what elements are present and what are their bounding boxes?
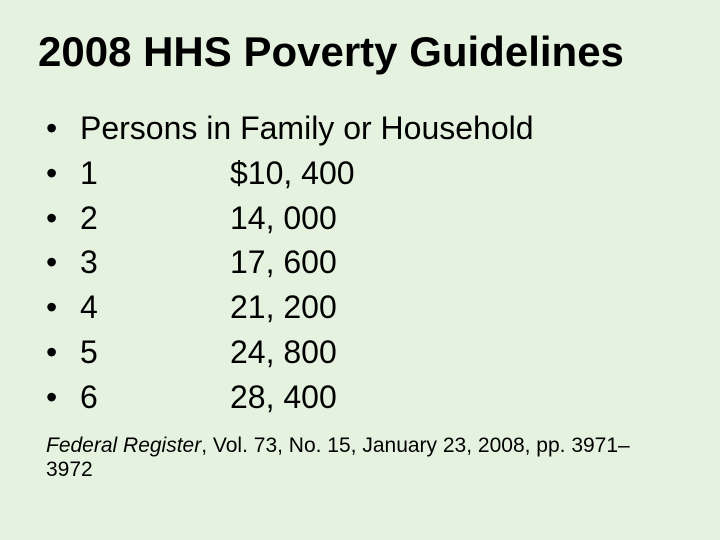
amount-value: 24, 800 (230, 330, 337, 375)
amount-value: 21, 200 (230, 285, 337, 330)
list-item: • 3 17, 600 (46, 240, 682, 285)
persons-value: 3 (80, 240, 230, 285)
list-item: • 1 $10, 400 (46, 151, 682, 196)
bullet-icon: • (46, 285, 80, 330)
persons-value: 2 (80, 196, 230, 241)
persons-value: 4 (80, 285, 230, 330)
amount-value: $10, 400 (230, 151, 355, 196)
persons-value: 1 (80, 151, 230, 196)
guidelines-list: • Persons in Family or Household • 1 $10… (38, 106, 682, 420)
bullet-icon: • (46, 106, 80, 151)
list-header: • Persons in Family or Household (46, 106, 682, 151)
amount-value: 14, 000 (230, 196, 337, 241)
bullet-icon: • (46, 375, 80, 420)
bullet-icon: • (46, 196, 80, 241)
bullet-icon: • (46, 330, 80, 375)
persons-value: 6 (80, 375, 230, 420)
header-text: Persons in Family or Household (80, 106, 534, 151)
list-item: • 5 24, 800 (46, 330, 682, 375)
bullet-icon: • (46, 151, 80, 196)
page-title: 2008 HHS Poverty Guidelines (38, 28, 682, 76)
list-item: • 6 28, 400 (46, 375, 682, 420)
amount-value: 17, 600 (230, 240, 337, 285)
list-item: • 2 14, 000 (46, 196, 682, 241)
bullet-icon: • (46, 240, 80, 285)
citation: Federal Register, Vol. 73, No. 15, Janua… (38, 434, 682, 482)
citation-source: Federal Register (46, 434, 201, 457)
list-item: • 4 21, 200 (46, 285, 682, 330)
amount-value: 28, 400 (230, 375, 337, 420)
persons-value: 5 (80, 330, 230, 375)
